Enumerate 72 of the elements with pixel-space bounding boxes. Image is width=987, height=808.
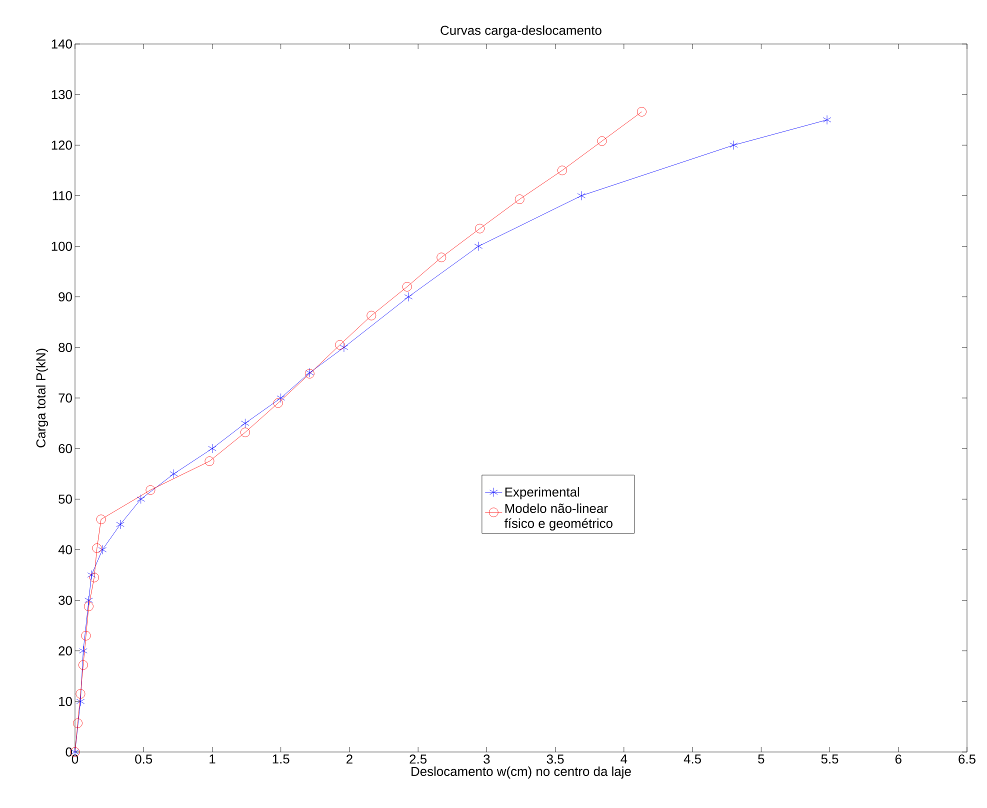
- y-tick-label: 100: [52, 242, 72, 251]
- x-tick-label: 1: [210, 754, 216, 764]
- x-tick-label: 5.5: [821, 754, 838, 764]
- y-tick-label: 40: [58, 545, 72, 554]
- point: [637, 107, 646, 116]
- x-tick-label: 3.5: [546, 754, 564, 764]
- point: [170, 469, 178, 479]
- x-tick-label: 0: [72, 754, 78, 764]
- y-tick-label: 60: [58, 444, 72, 454]
- point: [335, 340, 345, 350]
- y-tick-label: 120: [52, 140, 72, 150]
- x-tick-label: 1.5: [272, 754, 290, 764]
- y-tick-label: 0: [66, 747, 72, 757]
- point: [204, 456, 214, 466]
- x-tick-label: 4: [620, 754, 628, 764]
- y-axis-title: Carga total P(kN): [36, 348, 48, 448]
- point: [241, 418, 250, 428]
- chart-title: Curvas carga-deslocamento: [440, 25, 602, 38]
- point: [557, 166, 567, 176]
- point: [84, 596, 93, 605]
- point: [92, 543, 102, 553]
- point: [208, 444, 216, 454]
- point: [78, 660, 88, 670]
- legend-label: Experimental: [505, 487, 580, 500]
- legend-label: Modelo não-linear físico e geométrico: [504, 504, 612, 531]
- y-tick-label: 10: [59, 696, 72, 706]
- point: [79, 646, 88, 656]
- point: [822, 115, 832, 125]
- point: [98, 545, 107, 554]
- point: [87, 570, 96, 580]
- point: [84, 602, 94, 612]
- point: [474, 242, 483, 251]
- y-tick-label: 30: [58, 596, 72, 605]
- point: [73, 718, 82, 728]
- x-tick-label: 2.5: [410, 754, 427, 764]
- point: [577, 191, 586, 200]
- y-tick-label: 50: [58, 494, 72, 504]
- x-tick-label: 5: [758, 754, 764, 764]
- point: [276, 393, 285, 403]
- point: [340, 342, 348, 352]
- point: [475, 224, 485, 234]
- point: [597, 136, 607, 146]
- x-tick-label: 2: [346, 754, 352, 764]
- y-tick-label: 80: [58, 342, 72, 352]
- point: [116, 520, 124, 530]
- point: [76, 689, 86, 699]
- x-tick-label: 6: [895, 754, 902, 764]
- point: [136, 494, 145, 504]
- point: [436, 252, 446, 262]
- x-axis-title: Deslocamento w(cm) no centro da laje: [412, 766, 631, 779]
- x-tick-label: 3: [484, 754, 490, 764]
- point: [90, 572, 99, 582]
- y-tick-label: 90: [58, 292, 72, 302]
- point: [76, 696, 85, 706]
- x-tick-label: 0.5: [135, 754, 152, 764]
- point: [402, 282, 412, 292]
- point: [146, 485, 156, 495]
- point: [81, 630, 91, 640]
- point: [730, 140, 738, 150]
- y-tick-label: 110: [52, 191, 72, 200]
- y-tick-label: 140: [52, 39, 72, 49]
- point: [366, 310, 376, 320]
- point: [240, 428, 250, 438]
- y-tick-label: 70: [58, 393, 72, 403]
- y-tick-label: 20: [58, 646, 72, 656]
- y-tick-label: 130: [52, 90, 72, 100]
- point: [96, 514, 106, 524]
- point: [514, 194, 524, 204]
- point: [273, 398, 283, 408]
- x-tick-label: 4.5: [684, 754, 701, 764]
- x-tick-label: 6.5: [958, 754, 976, 764]
- point: [404, 292, 413, 302]
